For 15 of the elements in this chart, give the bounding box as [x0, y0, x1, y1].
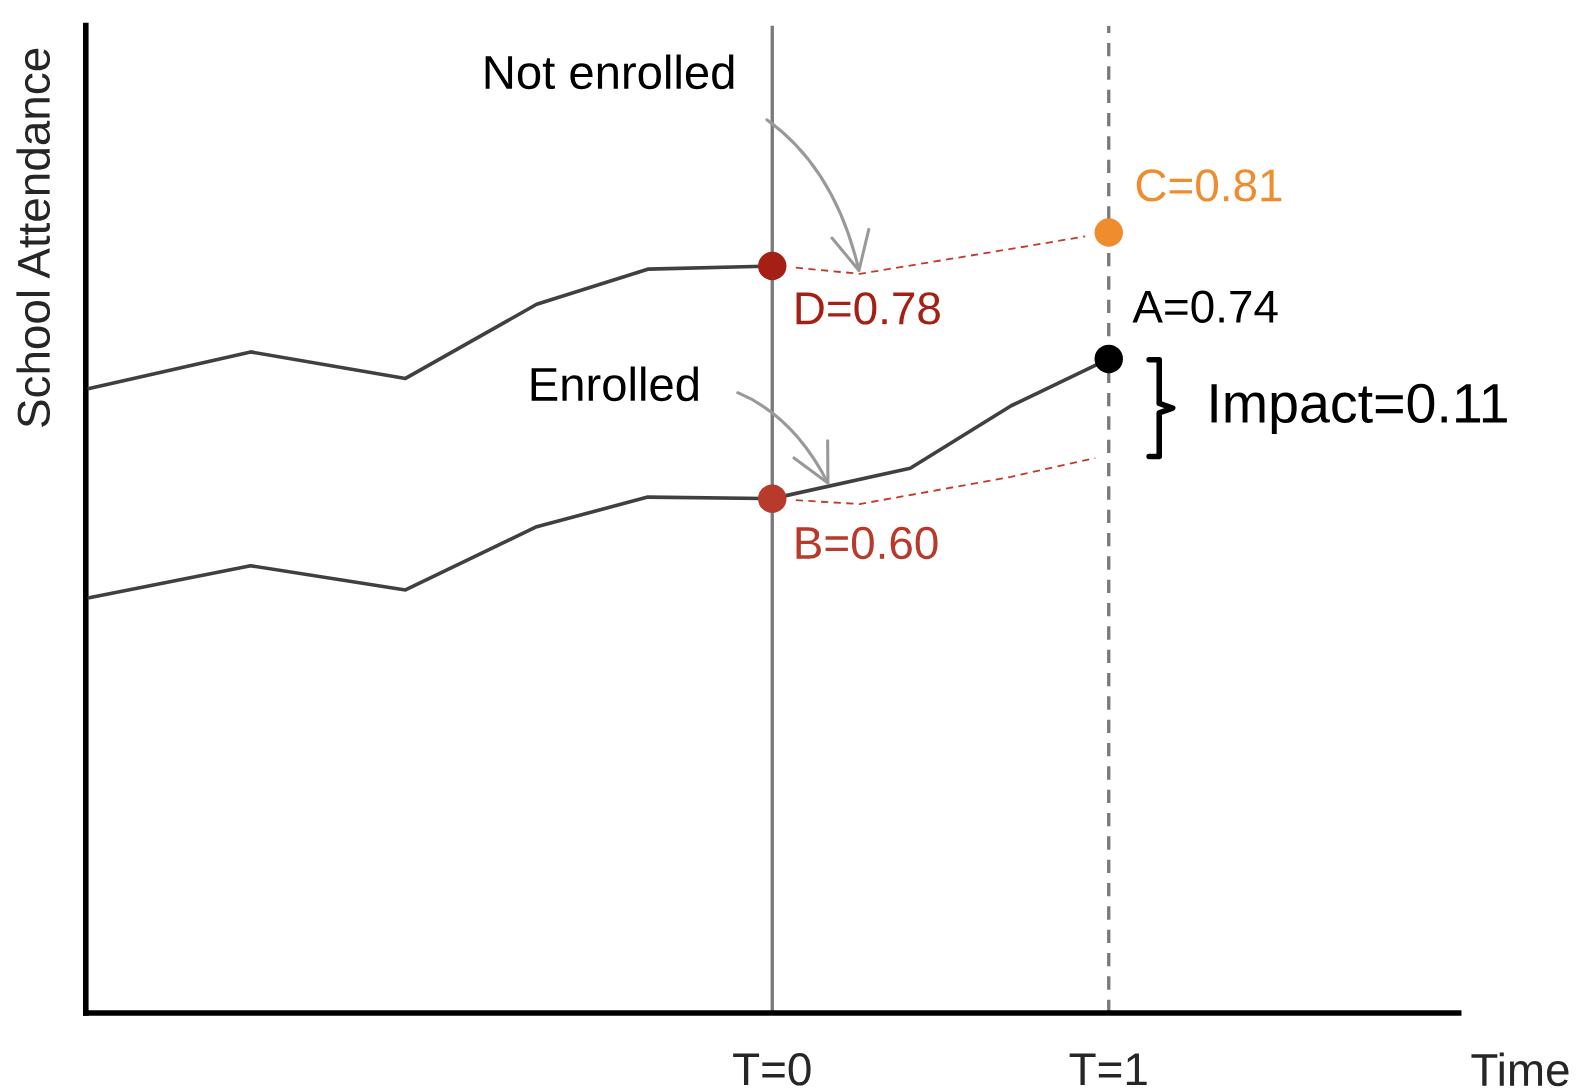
series-label: D=0.78: [796, 292, 940, 325]
annotation: Enrolled: [531, 366, 698, 402]
point: [1094, 344, 1123, 374]
series-label: B=0.60: [796, 526, 938, 560]
annotation: Not enrolled: [485, 54, 734, 90]
series-label: C=0.81: [1136, 169, 1282, 202]
x-axis-title: Time: [1471, 1052, 1569, 1087]
point: [1094, 218, 1123, 247]
point: [758, 484, 787, 513]
series-label: A=0.74: [1132, 290, 1278, 323]
annotation: Impact=0.11: [1211, 383, 1507, 434]
point: [758, 251, 787, 281]
x-tick-label: T=0: [733, 1053, 811, 1086]
x-tick-label: T=1: [1069, 1053, 1147, 1086]
y-axis-title: School Attendance: [16, 48, 51, 427]
